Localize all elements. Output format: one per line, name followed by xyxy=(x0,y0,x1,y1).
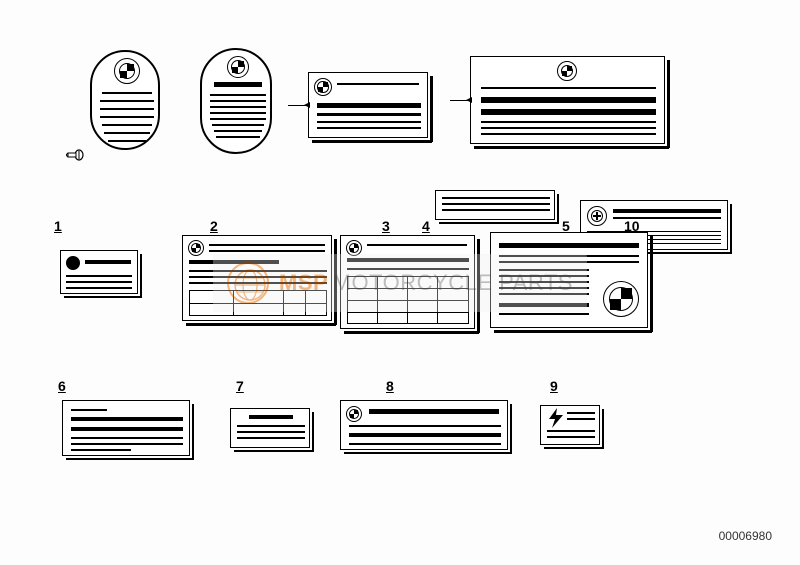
plate-4 xyxy=(435,190,555,220)
bmw-logo-icon xyxy=(603,281,639,317)
bmw-logo-icon xyxy=(314,78,332,96)
watermark: MSP MOTORCYCLE PARTS xyxy=(213,254,587,312)
plate-top-left xyxy=(308,72,428,138)
callout-8: 8 xyxy=(386,378,394,394)
watermark-text: MSP MOTORCYCLE PARTS xyxy=(279,270,573,296)
plate-top-right xyxy=(470,56,665,144)
watermark-globe-icon xyxy=(227,262,269,304)
bmw-logo-icon xyxy=(114,58,140,84)
callout-4: 4 xyxy=(422,218,430,234)
bmw-logo-icon xyxy=(346,406,362,422)
callout-9: 9 xyxy=(550,378,558,394)
diagram-canvas: 1 2 3 4 5 10 6 7 8 9 00006980 MSP MOTORC… xyxy=(0,0,800,565)
callout-2: 2 xyxy=(210,218,218,234)
screw-icon xyxy=(66,148,84,167)
callout-3: 3 xyxy=(382,218,390,234)
oval-plate-2 xyxy=(200,48,272,154)
arrow-icon xyxy=(466,97,472,103)
callout-1: 1 xyxy=(54,218,62,234)
plate-1 xyxy=(60,250,138,294)
plate-7 xyxy=(230,408,310,448)
arrow-icon xyxy=(304,102,310,108)
round-logo-icon xyxy=(587,206,607,226)
watermark-sub: MOTORCYCLE PARTS xyxy=(333,270,573,295)
bmw-logo-icon xyxy=(227,56,249,78)
part-number: 00006980 xyxy=(719,529,772,543)
bmw-logo-icon xyxy=(557,61,577,81)
callout-5: 5 xyxy=(562,218,570,234)
plate-8 xyxy=(340,400,508,450)
callout-6: 6 xyxy=(58,378,66,394)
watermark-main: MSP xyxy=(279,270,328,295)
oval-plate-1 xyxy=(90,50,160,150)
bmw-logo-icon xyxy=(188,240,204,256)
plate-9 xyxy=(540,405,600,445)
callout-7: 7 xyxy=(236,378,244,394)
callout-10: 10 xyxy=(624,218,640,234)
plate-6 xyxy=(62,400,190,456)
